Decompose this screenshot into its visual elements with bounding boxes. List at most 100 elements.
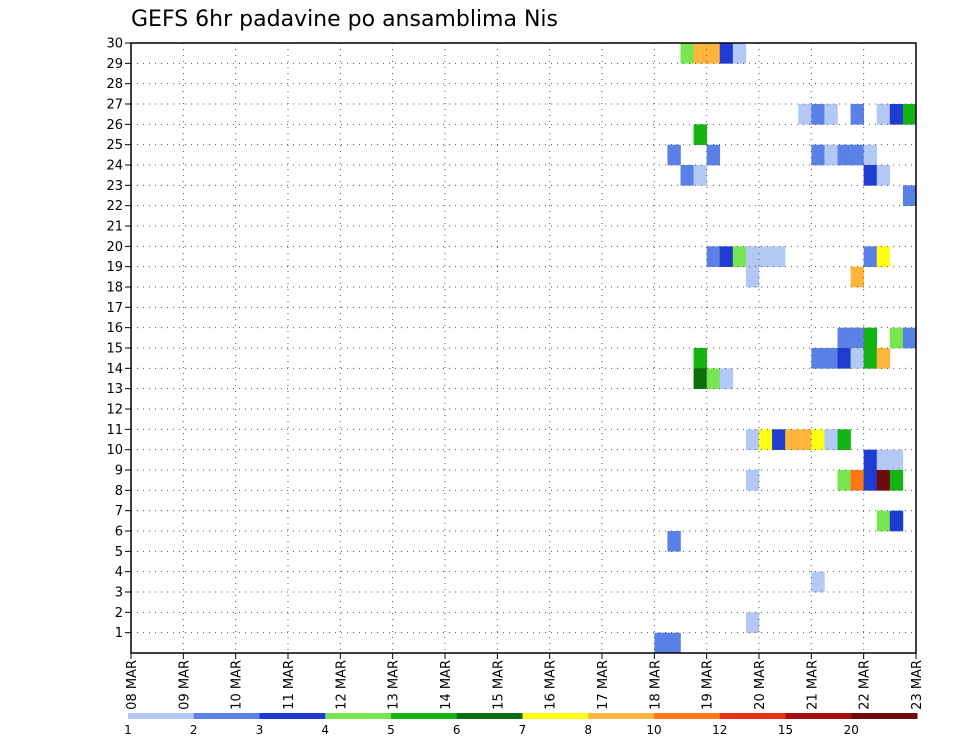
heatmap-cells [654, 43, 917, 654]
x-tick-label: 14 MAR [439, 660, 454, 710]
heatmap-cell [876, 449, 891, 471]
heatmap-cell [693, 348, 707, 369]
heatmap-cell [863, 449, 878, 471]
heatmap-cell [837, 429, 851, 450]
colorbar-label: 10 [646, 723, 661, 737]
heatmap-cell [889, 510, 904, 532]
y-tick-label: 26 [106, 118, 123, 133]
heatmap-cell [654, 632, 668, 654]
colorbar-swatch [719, 713, 786, 719]
x-tick-label: 23 MAR [910, 660, 925, 710]
heatmap-cell [811, 429, 825, 450]
heatmap-cell [719, 246, 734, 267]
heatmap-cell [876, 348, 891, 369]
y-tick-label: 10 [106, 443, 123, 458]
colorbar-label: 3 [256, 723, 264, 737]
heatmap-cell [876, 246, 891, 267]
colorbar-label: 1 [124, 723, 132, 737]
grid-lines [131, 43, 916, 653]
x-tick-label: 11 MAR [282, 660, 297, 710]
y-tick-label: 27 [106, 98, 123, 113]
heatmap-cell [876, 104, 891, 125]
heatmap-cell [693, 368, 707, 389]
x-axis: 08 MAR 09 MAR 10 MAR 11 MAR 12 MAR 13 MAR 14 M… [125, 653, 925, 710]
x-tick-label: 21 MAR [805, 660, 820, 710]
colorbar-swatch [325, 713, 392, 719]
heatmap-cell [850, 327, 864, 349]
x-tick-label: 08 MAR [125, 660, 140, 710]
colorbar-label: 5 [387, 723, 395, 737]
y-tick-label: 6 [115, 525, 123, 540]
heatmap-cell [732, 246, 747, 267]
y-tick-label: 29 [106, 57, 123, 72]
colorbar-label: 2 [190, 723, 198, 737]
heatmap-cell [824, 104, 838, 125]
y-tick-label: 2 [115, 606, 123, 621]
y-tick-label: 13 [106, 382, 123, 397]
heatmap-cell [876, 470, 891, 491]
heatmap-cell [889, 470, 904, 491]
heatmap-cell [745, 470, 760, 491]
heatmap-cell [902, 185, 917, 206]
heatmap-cell [850, 470, 864, 491]
plot-frame [130, 42, 917, 654]
colorbar-swatch [654, 713, 721, 719]
y-tick-label: 14 [106, 362, 123, 377]
heatmap-cell [719, 368, 734, 389]
y-tick-label: 1 [115, 626, 123, 641]
heatmap-cell [680, 43, 694, 64]
heatmap-cell [667, 531, 681, 552]
heatmap-cell [811, 571, 825, 593]
heatmap-cell [759, 246, 773, 267]
heatmap-cell [811, 348, 825, 369]
colorbar-swatch [522, 713, 589, 719]
x-tick-label: 09 MAR [177, 660, 192, 710]
heatmap-cell [667, 144, 681, 166]
heatmap-cell [876, 510, 891, 532]
colorbar-swatch [851, 713, 918, 719]
y-tick-label: 19 [106, 260, 123, 275]
heatmap-cell [863, 470, 878, 491]
colorbar-label: 15 [778, 723, 793, 737]
heatmap-cell [902, 327, 917, 349]
heatmap-cell [863, 144, 878, 166]
y-tick-label: 24 [106, 159, 123, 174]
heatmap-cell [706, 368, 721, 389]
y-axis: 1234567891011121314151617181920212223242… [106, 37, 131, 641]
heatmap-cell [667, 632, 681, 654]
heatmap-cell [850, 266, 864, 288]
y-tick-label: 4 [115, 565, 123, 580]
heatmap-cell [863, 327, 878, 349]
y-tick-label: 17 [106, 301, 123, 316]
heatmap-cell [824, 144, 838, 166]
heatmap-cell [889, 449, 904, 471]
heatmap-cell [863, 246, 878, 267]
y-tick-label: 25 [106, 138, 123, 153]
heatmap-cell [732, 43, 747, 64]
heatmap-cell [863, 348, 878, 369]
x-tick-label: 12 MAR [334, 660, 349, 710]
heatmap-cell [837, 470, 851, 491]
colorbar-swatch [193, 713, 260, 719]
heatmap-cell [837, 348, 851, 369]
heatmap-cell [772, 246, 786, 267]
chart-title: GEFS 6hr padavine po ansamblima Nis [131, 7, 558, 32]
x-tick-label: 13 MAR [387, 660, 402, 710]
x-tick-label: 22 MAR [858, 660, 873, 710]
y-tick-label: 28 [106, 77, 123, 92]
colorbar-label: 8 [584, 723, 592, 737]
heatmap-cell [798, 429, 812, 450]
y-tick-label: 22 [106, 199, 123, 214]
colorbar-label: 4 [321, 723, 329, 737]
colorbar-legend: 1 2 3 4 5 6 7 8 10 12 15 20 [124, 713, 918, 737]
heatmap-cell [745, 246, 760, 267]
heatmap-cell [837, 144, 851, 166]
heatmap-cell [772, 429, 786, 450]
y-tick-label: 21 [106, 220, 123, 235]
y-tick-label: 3 [115, 586, 123, 601]
y-tick-label: 5 [115, 545, 123, 560]
colorbar-swatch [391, 713, 458, 719]
y-tick-label: 11 [106, 423, 123, 438]
x-tick-label: 19 MAR [701, 660, 716, 710]
